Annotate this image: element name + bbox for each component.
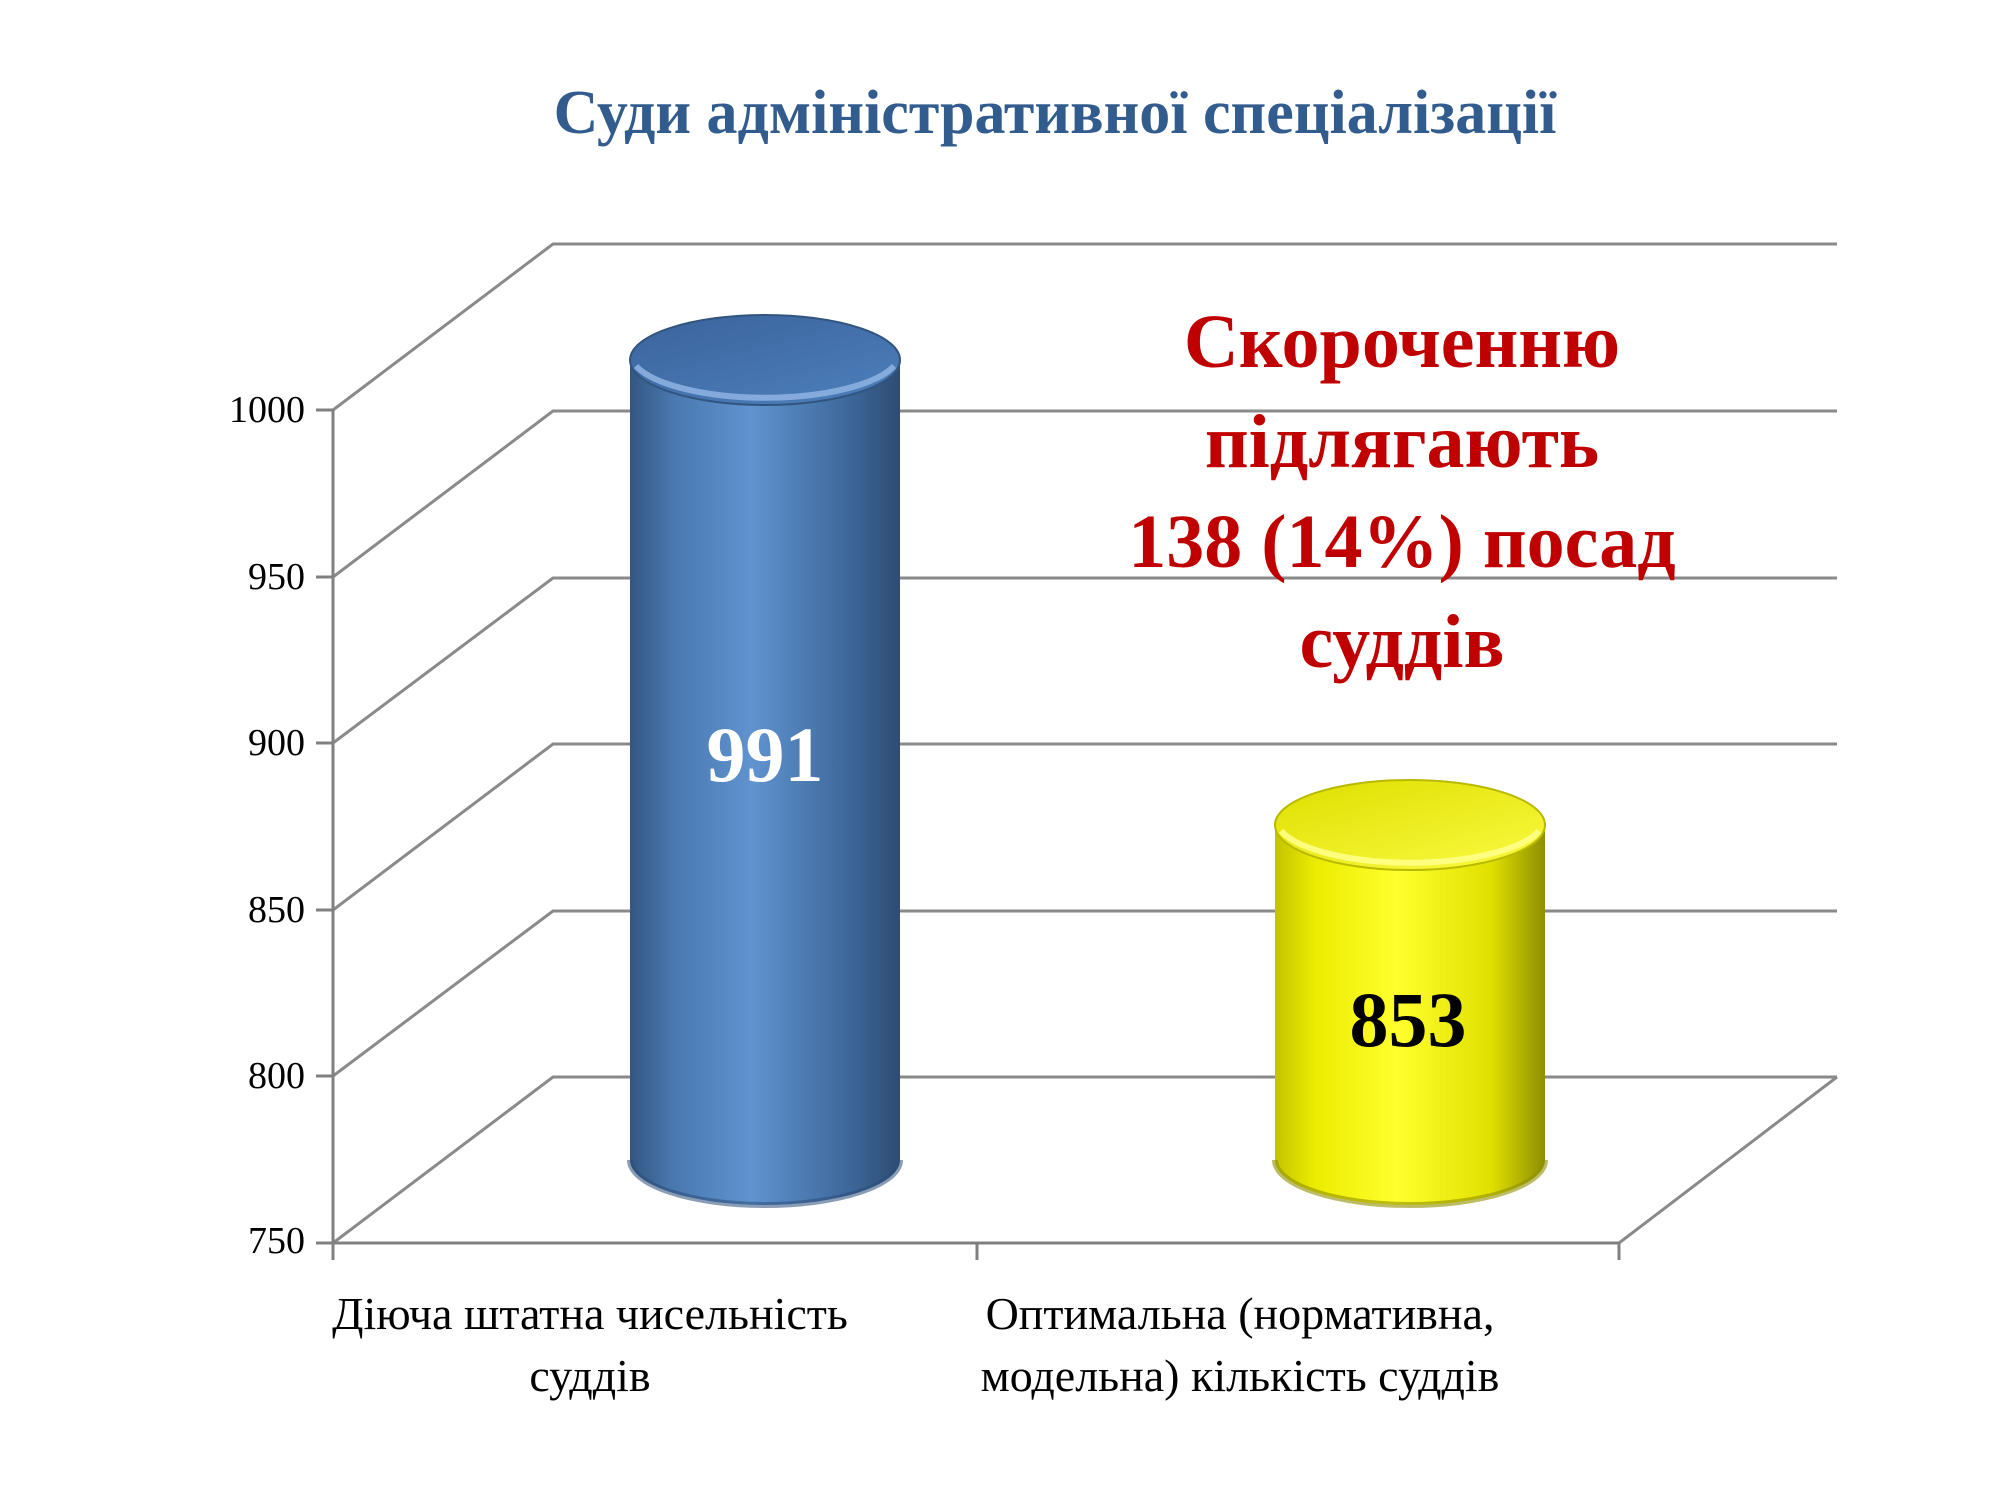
annotation-text: Скороченню підлягають 138 (14%) посад су…	[1100, 292, 1704, 692]
category-label-line: Оптимальна (нормативна,	[985, 1288, 1495, 1339]
data-label-853: 853	[1349, 976, 1467, 1063]
y-tick-label-850: 850	[248, 889, 305, 931]
chart-title: Суди адміністративної спеціалізації	[553, 79, 1557, 147]
y-tick-label-800: 800	[248, 1055, 305, 1097]
category-label-line: суддів	[529, 1350, 651, 1401]
gridline-800	[332, 909, 1837, 1078]
floor-right-edge	[1618, 1075, 1838, 1245]
gridline-850	[332, 742, 1837, 912]
annotation-line: 138 (14%) посад	[1128, 500, 1676, 584]
gridline-1000	[332, 242, 1837, 412]
annotation-line: Скороченню	[1183, 300, 1621, 384]
data-label-991: 991	[706, 711, 824, 798]
annotation-line: суддів	[1299, 600, 1505, 684]
category-label-line: Діюча штатна чисельність	[332, 1288, 848, 1339]
bar-cylinder-991	[627, 314, 903, 1208]
category-label-line: модельна) кількість суддів	[980, 1350, 1500, 1401]
y-tick-label-750: 750	[248, 1220, 305, 1262]
gridlines	[332, 242, 1838, 1245]
category-label-1: Діюча штатна чисельність суддів	[330, 1283, 850, 1407]
y-tick-label-900: 900	[248, 722, 305, 764]
bar-cylinder-853	[1272, 779, 1548, 1208]
gridline-950	[332, 409, 1837, 579]
y-tick-label-950: 950	[248, 556, 305, 598]
gridline-900	[332, 576, 1837, 745]
annotation-line: підлягають	[1204, 400, 1600, 484]
floor-back-edge	[332, 1075, 1837, 1245]
value-axis	[316, 408, 335, 1245]
category-label-2: Оптимальна (нормативна, модельна) кількі…	[960, 1283, 1520, 1407]
y-tick-label-1000: 1000	[229, 389, 305, 431]
category-axis	[331, 1241, 1621, 1260]
